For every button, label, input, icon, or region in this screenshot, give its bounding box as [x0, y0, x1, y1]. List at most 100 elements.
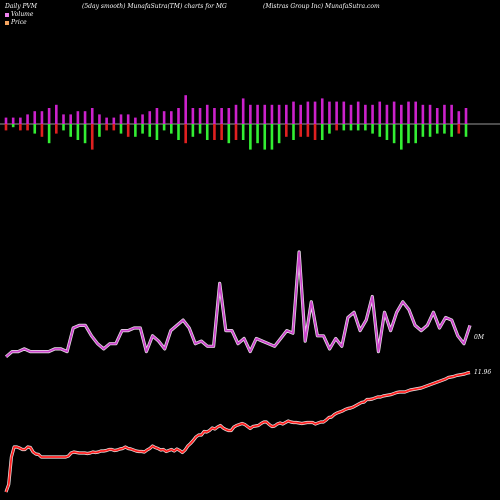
volume-bar-down	[241, 124, 245, 140]
volume-bar-down	[69, 124, 72, 137]
volume-bar-up	[371, 104, 374, 124]
volume-bar-up	[306, 101, 310, 124]
volume-bar-up	[4, 117, 8, 124]
volume-bar-up	[320, 98, 324, 124]
volume-bar-down	[356, 124, 360, 131]
volume-bar-up	[83, 111, 87, 124]
volume-bar-up	[335, 101, 338, 124]
volume-bar-down	[306, 124, 310, 137]
volume-bar-up	[249, 104, 252, 124]
volume-bar-down	[177, 124, 180, 140]
volume-bar-up	[443, 104, 446, 124]
volume-bar-up	[364, 104, 367, 124]
volume-bar-up	[349, 104, 353, 124]
volume-bar-up	[407, 101, 410, 124]
volume-bar-up	[119, 114, 123, 124]
volume-bar-down	[320, 124, 324, 140]
volume-bar-down	[105, 124, 108, 131]
volume-bar-down	[11, 124, 15, 128]
volume-bar-up	[220, 108, 223, 124]
volume-bar-down	[349, 124, 353, 131]
volume-bar-up	[421, 104, 425, 124]
volume-bar-up	[90, 108, 94, 124]
volume-bar-up	[148, 111, 152, 124]
volume-bar-down	[457, 124, 461, 134]
legend-price-label: Price	[11, 19, 27, 26]
volume-bar-up	[33, 111, 37, 124]
volume-bar-up	[205, 104, 209, 124]
volume-bar-up	[11, 117, 15, 124]
volume-bar-down	[119, 124, 123, 134]
volume-bar-up	[270, 104, 274, 124]
volume-bar-down	[155, 124, 159, 140]
volume-bar-down	[141, 124, 144, 134]
volume-bar-down	[285, 124, 288, 137]
volume-bar-up	[450, 104, 453, 124]
volume-bar-down	[450, 124, 453, 137]
volume-bar-down	[299, 124, 302, 137]
legend-price: Price	[5, 19, 27, 26]
volume-bar-down	[414, 124, 417, 144]
volume-bar-down	[76, 124, 80, 140]
volume-bar-down	[335, 124, 338, 131]
price-line-outline	[4, 370, 471, 493]
volume-bar-up	[141, 114, 144, 124]
volume-bar-down	[83, 124, 87, 144]
volume-bar-down	[227, 124, 231, 144]
volume-bar-up	[184, 95, 187, 124]
volume-bar-down	[220, 124, 223, 140]
volume-bar-up	[26, 114, 29, 124]
volume-bar-down	[400, 124, 403, 150]
volume-bar-up	[213, 108, 216, 124]
volume-bar-down	[464, 124, 468, 137]
volume-line	[5, 251, 471, 358]
volume-bar-down	[126, 124, 130, 137]
legend-volume: Volume	[5, 11, 33, 18]
volume-bar-down	[328, 124, 331, 134]
volume-bar-up	[40, 111, 44, 124]
volume-bar-down	[40, 124, 44, 137]
volume-bar-up	[428, 104, 432, 124]
volume-bar-down	[4, 124, 8, 131]
header-center: (5day smooth) MunafaSutra(TM) charts for…	[82, 3, 227, 10]
volume-bar-up	[256, 104, 259, 124]
volume-bar-down	[191, 124, 195, 137]
volume-bar-up	[170, 111, 173, 124]
volume-bar-up	[313, 101, 317, 124]
volume-bar-down	[249, 124, 252, 150]
volume-bar-up	[328, 101, 331, 124]
volume-bar-down	[33, 124, 37, 134]
volume-bar-down	[198, 124, 202, 134]
volume-bar-down	[407, 124, 410, 144]
volume-bar-up	[191, 108, 195, 124]
volume-bar-up	[198, 108, 202, 124]
volume-bar-up	[342, 101, 346, 124]
volume-bar-up	[435, 108, 439, 124]
volume-bar-down	[443, 124, 446, 134]
volume-bar-up	[241, 98, 245, 124]
volume-bar-up	[277, 104, 281, 124]
volume-bar-down	[62, 124, 65, 131]
volume-bar-up	[392, 101, 396, 124]
volume-bar-down	[234, 124, 238, 140]
volume-bar-up	[299, 104, 302, 124]
volume-bar-down	[148, 124, 152, 137]
volume-bar-down	[364, 124, 367, 131]
volume-bar-up	[19, 117, 22, 124]
volume-bar-down	[371, 124, 374, 134]
volume-bar-down	[385, 124, 389, 140]
volume-bar-down	[292, 124, 295, 140]
volume-bar-up	[55, 104, 58, 124]
volume-bar-up	[464, 108, 468, 124]
volume-bar-down	[205, 124, 209, 140]
volume-bar-down	[184, 124, 187, 144]
volume-bar-up	[98, 114, 101, 124]
volume-bar-up	[105, 117, 108, 124]
header-right: (Mistras Group Inc) MunafaSutra.com	[263, 3, 380, 10]
volume-bar-down	[342, 124, 346, 131]
volume-bar-up	[134, 117, 137, 124]
legend-volume-swatch	[5, 12, 9, 17]
volume-bar-down	[19, 124, 22, 131]
volume-bar-up	[385, 104, 389, 124]
